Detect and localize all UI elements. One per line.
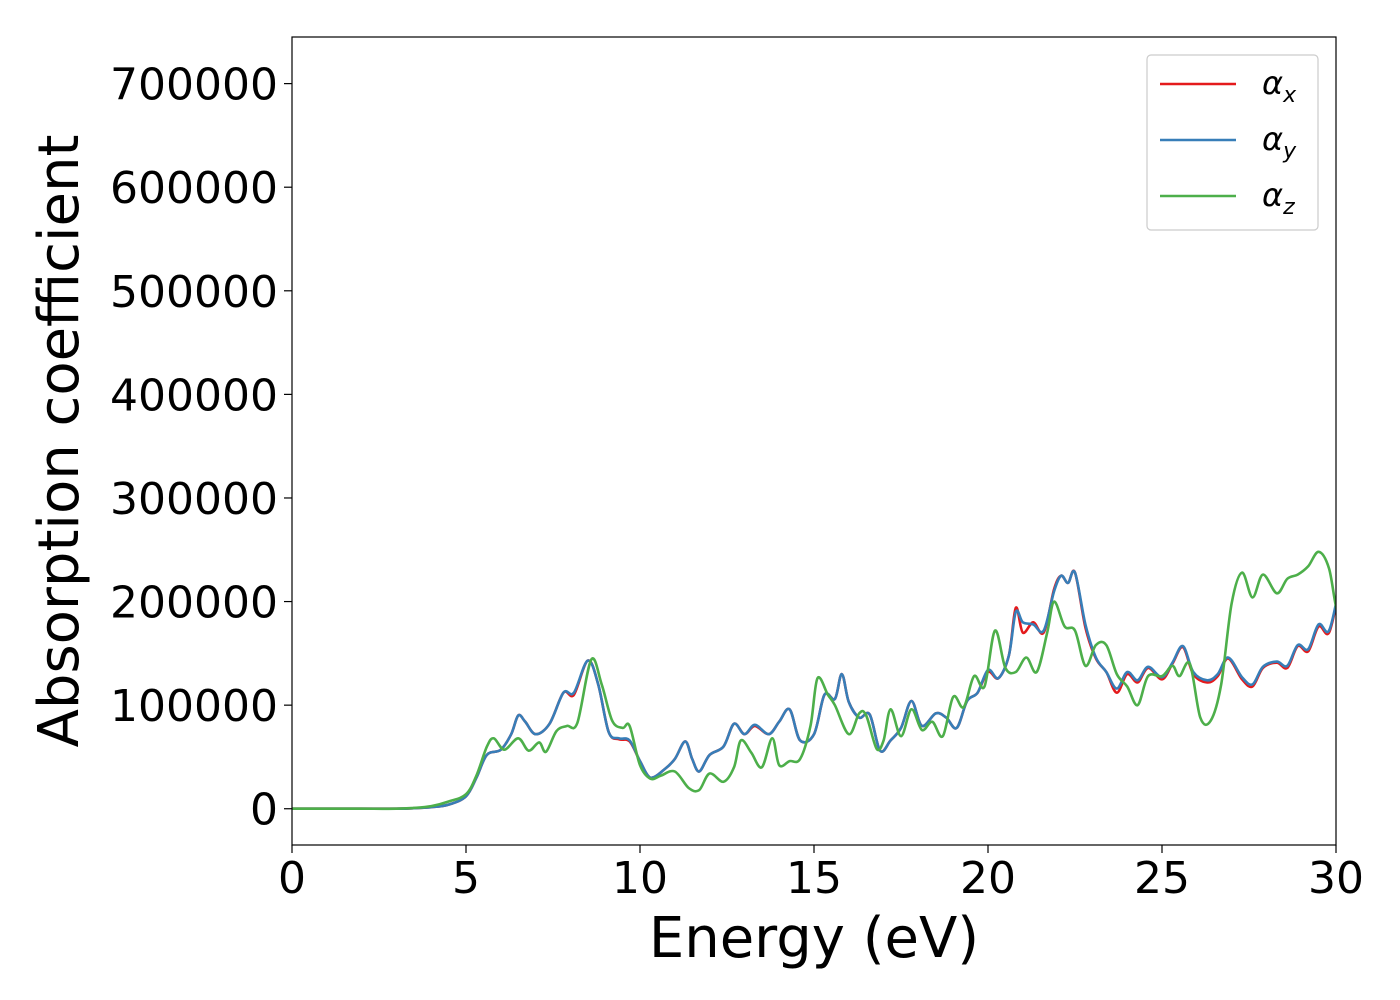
x-tick-label: 25: [1134, 853, 1190, 904]
y-tick-label: 200000: [110, 578, 278, 629]
y-tick-label: 600000: [110, 163, 278, 214]
x-tick-label: 0: [278, 853, 306, 904]
series-layer: [292, 550, 1336, 811]
x-axis-label: Energy (eV): [649, 906, 979, 971]
x-tick-label: 10: [612, 853, 668, 904]
y-tick-label: 0: [250, 785, 278, 836]
y-axis-ticks: 0 100000 200000 300000 400000 500000 600000 700…: [110, 60, 292, 836]
legend-label-x: αx: [1262, 64, 1297, 108]
y-tick-label: 500000: [110, 267, 278, 318]
y-tick-label: 300000: [110, 474, 278, 525]
legend-label-y: αy: [1262, 120, 1297, 164]
series-line-z: [292, 550, 1336, 811]
legend: αx αy αz: [1146, 54, 1319, 231]
x-tick-label: 15: [786, 853, 842, 904]
y-tick-label: 700000: [110, 60, 278, 111]
x-axis-ticks: 0 5 10 15 20 25 30: [278, 845, 1364, 904]
y-tick-label: 100000: [110, 681, 278, 732]
x-tick-label: 30: [1308, 853, 1364, 904]
x-tick-label: 20: [960, 853, 1016, 904]
y-tick-label: 400000: [110, 370, 278, 421]
legend-box: [1146, 54, 1319, 231]
legend-label-z: αz: [1262, 176, 1295, 220]
x-tick-label: 5: [452, 853, 480, 904]
y-axis-label: Absorption coefficient: [27, 135, 92, 748]
